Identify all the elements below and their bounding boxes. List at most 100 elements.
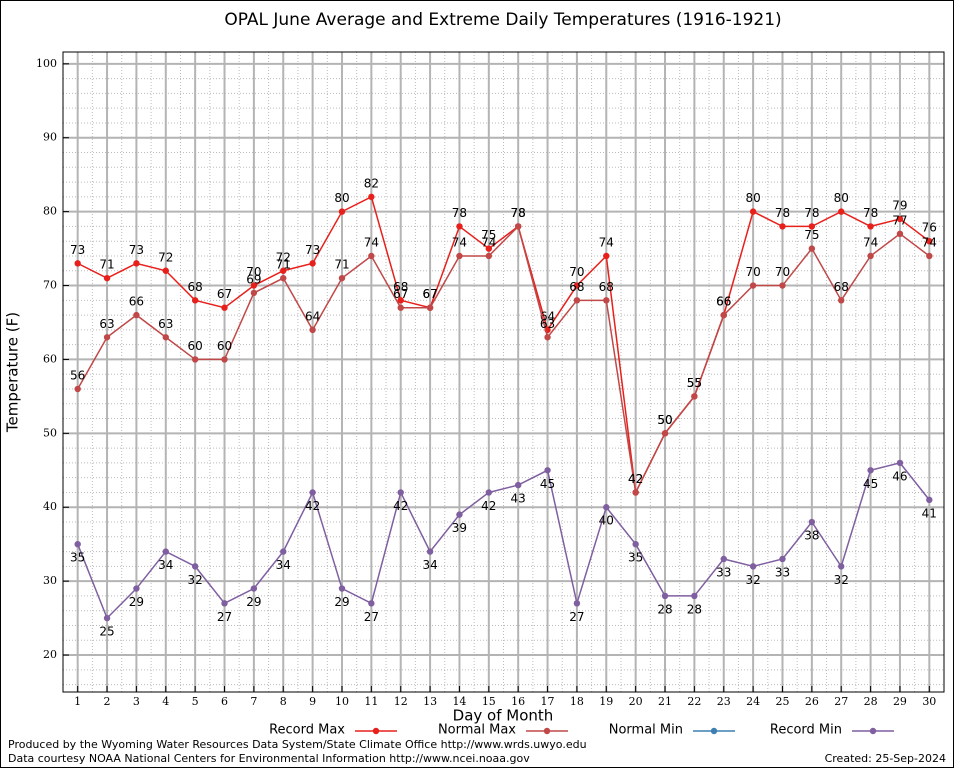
data-label: 74 bbox=[922, 235, 937, 249]
data-point bbox=[133, 585, 140, 592]
data-point bbox=[603, 504, 610, 511]
data-point bbox=[779, 555, 786, 563]
data-label: 56 bbox=[70, 368, 85, 382]
x-tick-label: 5 bbox=[192, 695, 199, 708]
data-point bbox=[280, 267, 287, 274]
y-tick-label: 90 bbox=[43, 131, 57, 144]
data-label: 28 bbox=[687, 602, 702, 616]
y-tick-label: 70 bbox=[43, 279, 57, 292]
data-label: 32 bbox=[745, 573, 760, 587]
data-label: 73 bbox=[70, 243, 85, 257]
data-label: 68 bbox=[569, 280, 584, 294]
data-point bbox=[309, 326, 316, 334]
x-tick-label: 10 bbox=[335, 695, 349, 708]
x-tick-label: 23 bbox=[717, 695, 731, 708]
data-label: 73 bbox=[305, 243, 320, 257]
legend-label: Record Max bbox=[269, 723, 345, 738]
data-label: 71 bbox=[99, 258, 114, 272]
footer: Produced by the Wyoming Water Resources … bbox=[8, 738, 587, 751]
data-label: 27 bbox=[364, 610, 379, 624]
chart-title: OPAL June Average and Extreme Daily Temp… bbox=[224, 10, 781, 30]
data-label: 33 bbox=[716, 565, 731, 579]
x-tick-label: 9 bbox=[309, 695, 316, 708]
x-tick-label: 20 bbox=[629, 695, 643, 708]
data-label: 73 bbox=[129, 243, 144, 257]
data-label: 35 bbox=[628, 551, 643, 565]
data-label: 43 bbox=[511, 492, 526, 506]
data-label: 63 bbox=[158, 317, 173, 331]
data-label: 39 bbox=[452, 521, 467, 535]
data-label: 74 bbox=[863, 235, 878, 249]
data-point bbox=[808, 518, 816, 526]
data-label: 55 bbox=[687, 376, 702, 390]
data-point bbox=[573, 600, 581, 607]
data-point bbox=[691, 592, 698, 600]
y-tick-label: 80 bbox=[43, 205, 57, 218]
series-line bbox=[77, 195, 930, 496]
data-point bbox=[808, 223, 816, 230]
data-label: 78 bbox=[863, 206, 878, 220]
data-point bbox=[74, 385, 81, 393]
y-tick-label: 50 bbox=[43, 426, 57, 439]
data-point bbox=[632, 540, 639, 548]
data-point bbox=[456, 223, 463, 230]
data-label: 63 bbox=[99, 317, 114, 331]
legend-marker bbox=[372, 727, 380, 735]
data-point bbox=[74, 540, 81, 548]
data-label: 63 bbox=[540, 317, 555, 331]
data-label: 42 bbox=[481, 499, 496, 513]
data-point bbox=[133, 260, 140, 267]
data-label: 34 bbox=[276, 558, 291, 572]
data-point bbox=[280, 274, 287, 282]
data-label: 74 bbox=[452, 235, 467, 249]
data-label: 29 bbox=[246, 595, 261, 609]
legend-marker bbox=[543, 727, 551, 735]
data-label: 42 bbox=[628, 472, 643, 486]
data-label: 34 bbox=[422, 558, 437, 572]
data-point bbox=[221, 304, 228, 311]
data-label: 42 bbox=[393, 499, 408, 513]
data-label: 60 bbox=[217, 339, 232, 353]
data-label: 42 bbox=[628, 472, 643, 486]
data-label: 67 bbox=[217, 287, 232, 301]
data-point bbox=[368, 600, 375, 607]
legend-label: Normal Max bbox=[438, 723, 516, 738]
data-label: 64 bbox=[540, 309, 555, 323]
data-label: 72 bbox=[158, 250, 173, 264]
data-point bbox=[838, 208, 845, 215]
data-label: 41 bbox=[922, 506, 937, 520]
data-label: 66 bbox=[716, 295, 731, 309]
data-point bbox=[573, 297, 581, 304]
data-point bbox=[838, 563, 845, 570]
data-point bbox=[103, 274, 111, 282]
data-label: 27 bbox=[217, 610, 232, 624]
data-point bbox=[661, 430, 669, 437]
data-label: 46 bbox=[892, 469, 907, 483]
x-tick-label: 26 bbox=[805, 695, 819, 708]
data-label: 67 bbox=[422, 287, 437, 301]
data-point bbox=[191, 297, 199, 304]
data-label: 82 bbox=[364, 176, 379, 190]
y-tick-label: 30 bbox=[43, 574, 57, 587]
data-point bbox=[103, 614, 111, 622]
x-tick-label: 6 bbox=[221, 695, 228, 708]
y-tick-label: 40 bbox=[43, 500, 57, 513]
data-point bbox=[779, 223, 786, 230]
data-point bbox=[749, 563, 757, 570]
data-label: 64 bbox=[305, 309, 320, 323]
data-point bbox=[162, 267, 169, 274]
data-label: 71 bbox=[334, 258, 349, 272]
data-point bbox=[191, 356, 199, 363]
x-tick-label: 24 bbox=[746, 695, 760, 708]
data-label: 42 bbox=[305, 499, 320, 513]
data-label: 67 bbox=[393, 287, 408, 301]
legend-label: Normal Min bbox=[609, 723, 683, 738]
data-point bbox=[720, 555, 727, 563]
data-point bbox=[896, 230, 904, 238]
data-label: 25 bbox=[99, 625, 114, 639]
data-point bbox=[338, 585, 346, 592]
data-label: 68 bbox=[599, 280, 614, 294]
data-label: 76 bbox=[922, 221, 937, 235]
legend-marker bbox=[869, 727, 877, 735]
